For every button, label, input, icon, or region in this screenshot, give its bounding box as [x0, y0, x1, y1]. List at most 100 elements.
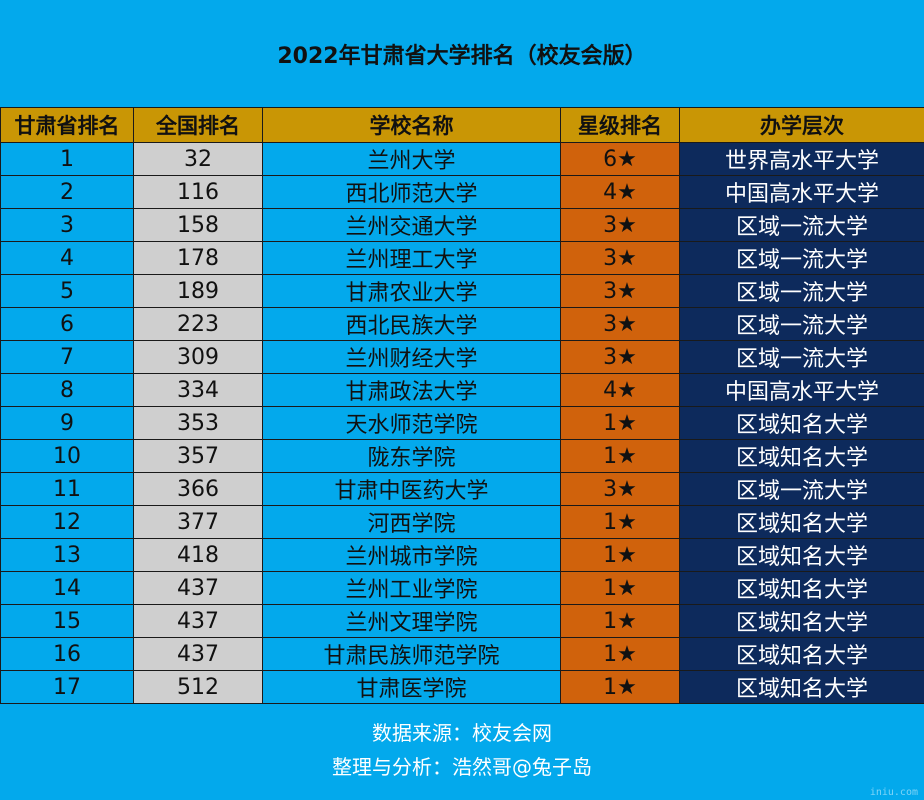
national-rank-cell: 353 [133, 406, 263, 440]
province-rank-cell: 3 [0, 208, 134, 242]
province-rank-cell: 15 [0, 604, 134, 638]
table-row: 5 189 甘肃农业大学 3★ 区域一流大学 [0, 274, 924, 308]
national-rank-cell: 377 [133, 505, 263, 539]
star-rank-cell: 1★ [560, 538, 680, 572]
header-row: 甘肃省排名 全国排名 学校名称 星级排名 办学层次 [0, 107, 924, 143]
school-name-cell: 兰州财经大学 [262, 340, 561, 374]
star-rank-cell: 1★ [560, 637, 680, 671]
school-name-cell: 甘肃医学院 [262, 670, 561, 704]
star-rank-cell: 3★ [560, 307, 680, 341]
school-level-cell: 区域一流大学 [679, 274, 924, 308]
school-level-cell: 世界高水平大学 [679, 142, 924, 176]
national-rank-cell: 437 [133, 604, 263, 638]
watermark: iniu.com [869, 787, 918, 798]
national-rank-cell: 437 [133, 637, 263, 671]
province-rank-cell: 12 [0, 505, 134, 539]
school-name-cell: 兰州文理学院 [262, 604, 561, 638]
header-province-rank: 甘肃省排名 [0, 107, 134, 143]
star-rank-cell: 1★ [560, 571, 680, 605]
national-rank-cell: 512 [133, 670, 263, 704]
school-level-cell: 区域一流大学 [679, 472, 924, 506]
table-row: 1 32 兰州大学 6★ 世界高水平大学 [0, 142, 924, 176]
national-rank-cell: 116 [133, 175, 263, 209]
school-name-cell: 陇东学院 [262, 439, 561, 473]
national-rank-cell: 418 [133, 538, 263, 572]
province-rank-cell: 7 [0, 340, 134, 374]
province-rank-cell: 11 [0, 472, 134, 506]
school-level-cell: 区域一流大学 [679, 241, 924, 275]
province-rank-cell: 13 [0, 538, 134, 572]
school-name-cell: 甘肃农业大学 [262, 274, 561, 308]
school-name-cell: 天水师范学院 [262, 406, 561, 440]
star-rank-cell: 3★ [560, 241, 680, 275]
star-rank-cell: 1★ [560, 670, 680, 704]
star-rank-cell: 4★ [560, 175, 680, 209]
school-level-cell: 中国高水平大学 [679, 175, 924, 209]
table-row: 10 357 陇东学院 1★ 区域知名大学 [0, 439, 924, 473]
table-row: 3 158 兰州交通大学 3★ 区域一流大学 [0, 208, 924, 242]
province-rank-cell: 9 [0, 406, 134, 440]
star-rank-cell: 1★ [560, 406, 680, 440]
school-level-cell: 区域一流大学 [679, 208, 924, 242]
header-national-rank: 全国排名 [133, 107, 263, 143]
school-level-cell: 区域一流大学 [679, 307, 924, 341]
table-row: 14 437 兰州工业学院 1★ 区域知名大学 [0, 571, 924, 605]
school-name-cell: 兰州交通大学 [262, 208, 561, 242]
school-level-cell: 区域知名大学 [679, 571, 924, 605]
table-header: 甘肃省排名 全国排名 学校名称 星级排名 办学层次 [0, 107, 924, 143]
school-name-cell: 兰州大学 [262, 142, 561, 176]
table-row: 4 178 兰州理工大学 3★ 区域一流大学 [0, 241, 924, 275]
province-rank-cell: 2 [0, 175, 134, 209]
school-name-cell: 兰州工业学院 [262, 571, 561, 605]
header-school-name: 学校名称 [262, 107, 561, 143]
national-rank-cell: 357 [133, 439, 263, 473]
table-row: 8 334 甘肃政法大学 4★ 中国高水平大学 [0, 373, 924, 407]
school-name-cell: 甘肃中医药大学 [262, 472, 561, 506]
table-row: 7 309 兰州财经大学 3★ 区域一流大学 [0, 340, 924, 374]
province-rank-cell: 17 [0, 670, 134, 704]
school-level-cell: 区域一流大学 [679, 340, 924, 374]
province-rank-cell: 8 [0, 373, 134, 407]
page-title: 2022年甘肃省大学排名（校友会版） [277, 43, 647, 69]
school-level-cell: 中国高水平大学 [679, 373, 924, 407]
table-row: 13 418 兰州城市学院 1★ 区域知名大学 [0, 538, 924, 572]
national-rank-cell: 178 [133, 241, 263, 275]
table-row: 16 437 甘肃民族师范学院 1★ 区域知名大学 [0, 637, 924, 671]
table-row: 6 223 西北民族大学 3★ 区域一流大学 [0, 307, 924, 341]
province-rank-cell: 4 [0, 241, 134, 275]
star-rank-cell: 3★ [560, 208, 680, 242]
national-rank-cell: 223 [133, 307, 263, 341]
national-rank-cell: 366 [133, 472, 263, 506]
school-level-cell: 区域知名大学 [679, 439, 924, 473]
province-rank-cell: 6 [0, 307, 134, 341]
table-row: 17 512 甘肃医学院 1★ 区域知名大学 [0, 670, 924, 704]
school-level-cell: 区域知名大学 [679, 670, 924, 704]
star-rank-cell: 6★ [560, 142, 680, 176]
school-level-cell: 区域知名大学 [679, 637, 924, 671]
star-rank-cell: 1★ [560, 604, 680, 638]
national-rank-cell: 437 [133, 571, 263, 605]
table-row: 11 366 甘肃中医药大学 3★ 区域一流大学 [0, 472, 924, 506]
footer: 数据来源：校友会网 整理与分析：浩然哥@兔子岛 [0, 700, 924, 800]
province-rank-cell: 10 [0, 439, 134, 473]
star-rank-cell: 1★ [560, 439, 680, 473]
star-rank-cell: 3★ [560, 274, 680, 308]
school-level-cell: 区域知名大学 [679, 505, 924, 539]
school-name-cell: 河西学院 [262, 505, 561, 539]
national-rank-cell: 334 [133, 373, 263, 407]
star-rank-cell: 4★ [560, 373, 680, 407]
star-rank-cell: 1★ [560, 505, 680, 539]
analysis-credit-text: 整理与分析：浩然哥@兔子岛 [332, 755, 592, 779]
school-name-cell: 甘肃民族师范学院 [262, 637, 561, 671]
star-rank-cell: 3★ [560, 472, 680, 506]
school-name-cell: 甘肃政法大学 [262, 373, 561, 407]
table-row: 12 377 河西学院 1★ 区域知名大学 [0, 505, 924, 539]
school-name-cell: 兰州理工大学 [262, 241, 561, 275]
ranking-table: 甘肃省排名 全国排名 学校名称 星级排名 办学层次 1 32 兰州大学 6★ 世界高水平… [0, 107, 924, 704]
data-source-text: 数据来源：校友会网 [372, 721, 552, 745]
school-name-cell: 兰州城市学院 [262, 538, 561, 572]
national-rank-cell: 309 [133, 340, 263, 374]
school-name-cell: 西北民族大学 [262, 307, 561, 341]
school-name-cell: 西北师范大学 [262, 175, 561, 209]
